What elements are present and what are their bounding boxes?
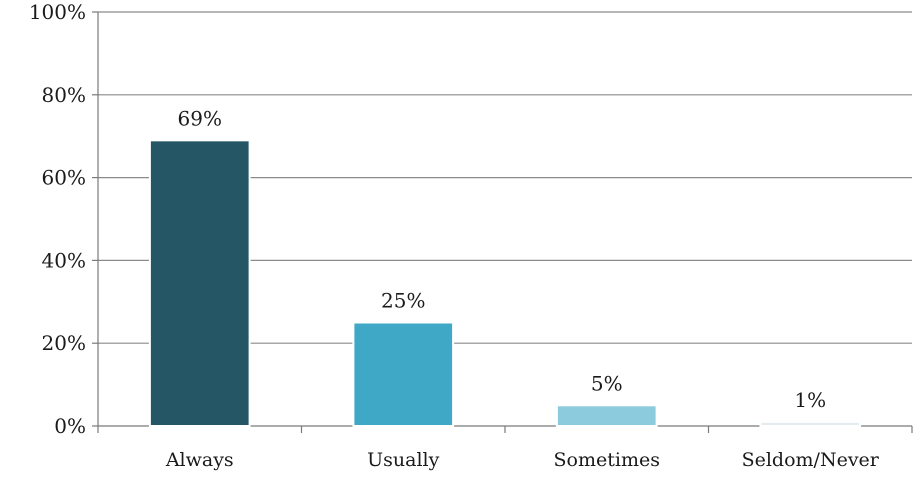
data-label: 25%: [381, 289, 425, 313]
x-category-label: Seldom/Never: [742, 449, 880, 471]
bar-seldom-never: [759, 420, 862, 427]
bars: [148, 139, 862, 427]
data-labels: 69% 25% 5% 1%: [178, 106, 827, 412]
y-tick-label: 100%: [29, 0, 86, 24]
data-label: 5%: [591, 371, 623, 395]
x-category-labels: Always Usually Sometimes Seldom/Never: [165, 449, 880, 471]
y-tick-labels: 0% 20% 40% 60% 80% 100%: [29, 0, 86, 438]
bar-always: [148, 139, 251, 427]
x-category-label: Sometimes: [554, 449, 660, 471]
y-tick-label: 40%: [42, 248, 86, 272]
x-category-label: Usually: [367, 449, 439, 471]
y-tick-label: 20%: [42, 331, 86, 355]
data-label: 1%: [794, 388, 826, 412]
y-tick-label: 60%: [42, 166, 86, 190]
y-tick-label: 0%: [54, 414, 86, 438]
y-tick-label: 80%: [42, 83, 86, 107]
data-label: 69%: [178, 106, 222, 130]
bar-usually: [352, 321, 455, 427]
bar-sometimes: [555, 404, 658, 427]
x-category-label: Always: [165, 449, 234, 471]
